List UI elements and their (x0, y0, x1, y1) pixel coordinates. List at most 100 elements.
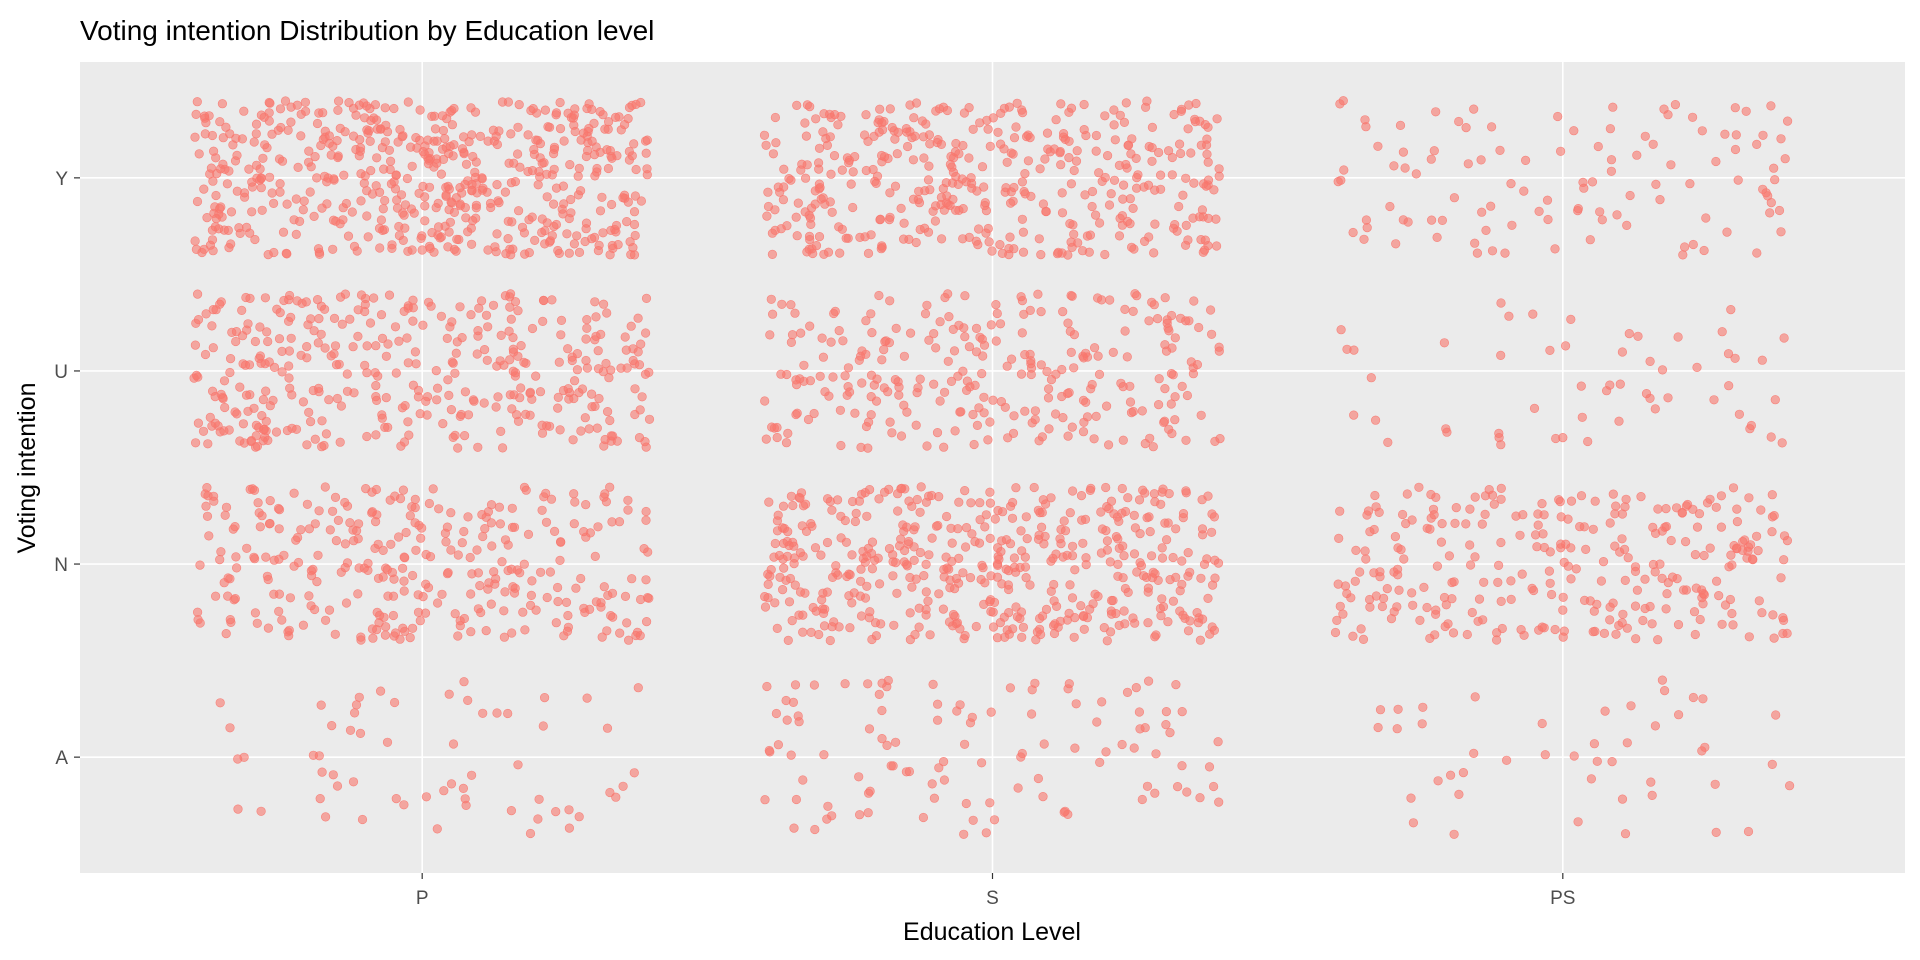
data-point (556, 315, 567, 326)
data-point (1698, 599, 1708, 609)
data-point (314, 314, 324, 324)
data-point (1161, 719, 1171, 730)
data-point (1038, 199, 1048, 209)
data-point (1094, 369, 1105, 380)
data-point (1185, 567, 1195, 577)
y-tick-label: A (55, 748, 68, 769)
data-point (882, 740, 892, 751)
data-point (1519, 186, 1529, 196)
data-point (1182, 390, 1192, 401)
data-point (1630, 566, 1641, 577)
data-point (380, 137, 390, 147)
data-point (438, 154, 449, 164)
data-point (221, 628, 231, 639)
data-point (800, 173, 811, 183)
data-point (1114, 543, 1124, 553)
data-point (199, 184, 209, 194)
data-point (627, 574, 637, 584)
data-point (1063, 318, 1073, 328)
data-point (968, 815, 978, 825)
data-point (1641, 389, 1652, 399)
data-point (1625, 190, 1635, 201)
data-point (830, 306, 840, 317)
data-point (764, 497, 774, 507)
data-point (925, 630, 935, 640)
data-point (1340, 581, 1351, 591)
data-point (360, 171, 370, 181)
data-point (1205, 305, 1216, 315)
data-point (1688, 692, 1698, 703)
data-point (1097, 697, 1107, 707)
data-point (277, 615, 287, 625)
data-point (289, 561, 299, 571)
data-point (1768, 610, 1778, 620)
data-point (1163, 323, 1173, 333)
data-point (1192, 607, 1202, 618)
data-point (421, 579, 431, 589)
data-point (1385, 201, 1395, 212)
data-point (928, 206, 938, 216)
data-point (1101, 482, 1111, 493)
data-point (1076, 601, 1086, 611)
data-point (959, 323, 969, 333)
data-point (1617, 509, 1627, 519)
data-point (1071, 699, 1081, 709)
data-point (324, 605, 335, 615)
data-point (809, 408, 819, 419)
data-point (1382, 583, 1392, 594)
data-point (1414, 482, 1424, 492)
data-point (505, 302, 515, 312)
data-point (413, 607, 424, 617)
data-point (1461, 519, 1471, 529)
data-point (1400, 163, 1410, 173)
data-point (472, 349, 482, 359)
data-point (836, 511, 846, 521)
data-point (1426, 154, 1436, 164)
data-point (349, 388, 359, 398)
data-point (440, 134, 450, 144)
data-point (265, 518, 275, 529)
data-point (1118, 435, 1128, 445)
data-point (391, 793, 401, 804)
data-point (644, 593, 654, 603)
data-point (1697, 126, 1707, 136)
data-point (1072, 146, 1082, 156)
data-point (924, 161, 934, 171)
data-point (814, 143, 825, 153)
data-point (356, 196, 366, 206)
data-point (1393, 543, 1403, 553)
data-point (819, 750, 829, 760)
data-point (802, 160, 812, 170)
data-point (822, 494, 833, 504)
data-point (537, 505, 547, 515)
data-point (384, 145, 395, 155)
data-point (1016, 526, 1026, 536)
data-point (935, 396, 945, 406)
data-point (279, 550, 289, 560)
data-point (1123, 140, 1133, 150)
data-point (191, 438, 201, 448)
data-point (616, 363, 626, 373)
data-point (856, 611, 867, 621)
data-point (946, 376, 957, 387)
data-point (864, 485, 875, 495)
data-point (329, 174, 339, 184)
data-point (1198, 179, 1209, 189)
data-point (1020, 406, 1030, 416)
data-point (399, 586, 409, 596)
data-point (1056, 99, 1066, 109)
data-point (826, 337, 836, 347)
data-point (1006, 354, 1017, 364)
data-point (1550, 244, 1560, 254)
data-point (235, 436, 245, 446)
data-point (242, 222, 252, 232)
data-point (235, 382, 245, 392)
data-point (1131, 682, 1141, 693)
data-point (1046, 586, 1056, 596)
data-point (951, 573, 962, 584)
data-point (1172, 781, 1183, 792)
data-point (1470, 238, 1480, 248)
data-point (865, 607, 875, 617)
data-point (403, 417, 413, 427)
data-point (810, 543, 821, 553)
